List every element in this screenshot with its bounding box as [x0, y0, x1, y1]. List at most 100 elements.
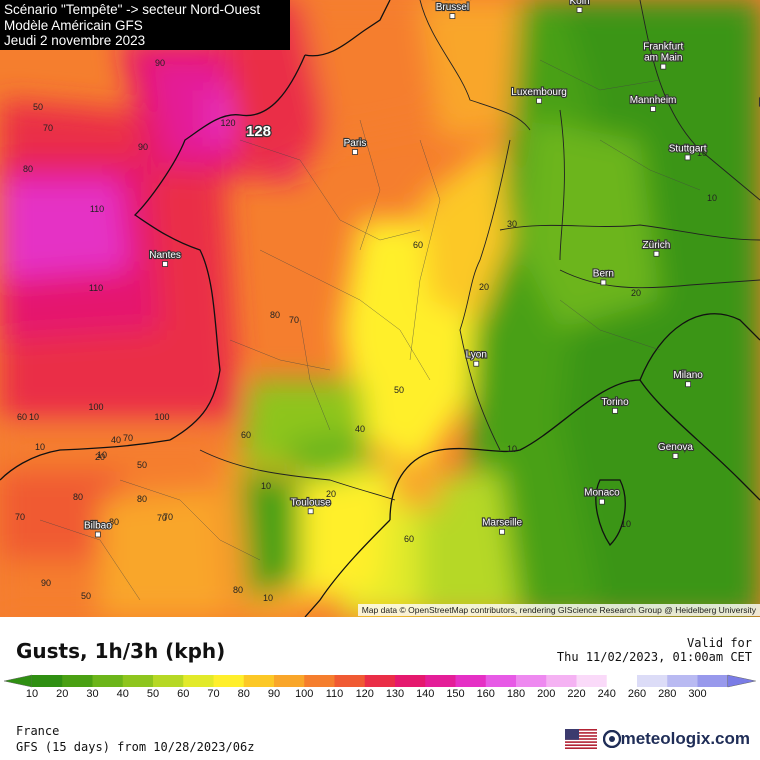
gust-value-label: 70	[123, 433, 133, 443]
gust-value-label: 40	[355, 424, 365, 434]
scale-swatch	[606, 675, 638, 687]
scale-swatch	[697, 675, 729, 687]
gust-value-label: 20	[479, 282, 489, 292]
color-scale: 10 20 30 40 50 60 70 80 90 100 110 120 130 140 150 160 1…	[3, 674, 756, 699]
gust-value-label: 60	[404, 534, 414, 544]
gust-value-label: 80	[109, 517, 119, 527]
map-title-box: Scénario "Tempête" -> secteur Nord-Ouest…	[0, 0, 290, 50]
city-bruxelles: BruxellesBrussel	[431, 0, 474, 19]
city-markers: RotterdamDortmundLeipzigBruxellesBrussel…	[83, 0, 760, 538]
scale-tick-label: 130	[386, 688, 404, 699]
city-bilbao: Bilbao	[83, 519, 113, 538]
brand-logo[interactable]: meteologix.com	[564, 729, 750, 749]
gust-value-label: 10	[263, 593, 273, 603]
city-mannheim: Mannheim	[629, 94, 677, 112]
city-paris: Paris	[343, 137, 367, 155]
scale-swatch	[274, 675, 305, 687]
city-label: BruxellesBrussel	[432, 0, 473, 13]
city-monaco: Monaco	[583, 487, 621, 505]
gust-value-label: 100	[88, 402, 103, 412]
scale-tick-label: 60	[177, 688, 189, 699]
scale-swatch	[637, 675, 668, 687]
scale-swatch	[153, 675, 184, 687]
city-label: Luxembourg	[511, 87, 567, 98]
scale-swatch	[395, 675, 426, 687]
scale-tick-label: 100	[295, 688, 313, 699]
city-milano: Milano	[672, 369, 704, 388]
scale-tick-label: 40	[117, 688, 129, 699]
gust-value-label: 100	[154, 412, 169, 422]
legend-title: Gusts, 1h/3h (kph)	[16, 639, 226, 663]
region-label: France	[16, 724, 60, 738]
borders	[199, 0, 760, 501]
gust-value-label: 70	[43, 123, 53, 133]
gust-value-label: 70	[15, 512, 25, 522]
scale-swatch	[364, 675, 396, 687]
gust-value-label: 50	[81, 591, 91, 601]
gust-value-label: 90	[41, 578, 51, 588]
city-lyon: Lyon	[464, 349, 488, 367]
gust-value-label: 90	[155, 58, 165, 68]
gust-value-label: 60	[413, 240, 423, 250]
city-label: Torino	[601, 397, 629, 408]
scale-swatch	[183, 675, 214, 687]
city-dot-icon	[672, 453, 679, 459]
gust-value-label: 40	[111, 435, 121, 445]
gust-value-label: 10	[697, 148, 707, 158]
city-label: Bern	[593, 268, 614, 279]
legend-panel: Gusts, 1h/3h (kph) Valid for Thu 11/02/2…	[0, 617, 760, 760]
city-genova: Genova	[657, 441, 694, 459]
city-dot-icon	[499, 528, 505, 535]
meteologix-logo-icon	[602, 730, 621, 748]
city-toulouse: Toulouse	[290, 496, 332, 515]
city-bern: Bern	[592, 267, 615, 286]
gust-value-label: 70	[289, 315, 299, 325]
gust-value-label: 70	[163, 512, 173, 522]
city-dot-icon	[352, 149, 358, 155]
city-nantes: Nantes	[148, 249, 182, 267]
city-frankfurt: Frankfurt am Main	[642, 41, 685, 70]
city-dot-icon	[600, 279, 607, 286]
city-luxembourg: Luxembourg	[510, 86, 568, 104]
gust-value-label: 20	[326, 489, 336, 499]
valid-for-label: Valid for	[686, 636, 752, 650]
city-dot-icon	[653, 250, 660, 257]
scale-swatch	[485, 675, 517, 687]
gust-value-label: 120	[220, 118, 235, 128]
city-z-rich: Zürich	[641, 239, 671, 257]
scale-tick-label: 70	[207, 688, 219, 699]
scale-swatch	[92, 675, 124, 687]
gust-value-label: 10	[707, 193, 717, 203]
city-label: Bilbao	[84, 520, 112, 531]
scale-tick-label: 50	[147, 688, 159, 699]
scale-swatch	[455, 675, 487, 687]
gust-value-label: 80	[73, 492, 83, 502]
city-stuttgart: Stuttgart	[668, 142, 708, 161]
gust-value-label: 10	[261, 481, 271, 491]
city-label: Lyon	[466, 350, 487, 361]
us-flag-icon	[564, 729, 597, 749]
city-dot-icon	[660, 63, 667, 70]
model-run-label: GFS (15 days) from 10/28/2023/06z	[16, 740, 255, 754]
scale-swatch	[122, 675, 154, 687]
city-dot-icon	[307, 508, 314, 515]
gust-value-label: 20	[631, 288, 641, 298]
coastline	[0, 0, 760, 617]
scale-tick-label: 10	[26, 688, 38, 699]
city-label: Toulouse	[291, 497, 331, 508]
title-line-3: Jeudi 2 novembre 2023	[4, 33, 146, 48]
city-label: Frankfurt am Main	[643, 42, 683, 64]
scale-tick-label: 110	[326, 688, 344, 699]
gust-value-label: 80	[137, 494, 147, 504]
scale-tick-label: 220	[567, 688, 585, 699]
city-label: Mannheim	[630, 95, 677, 106]
scale-tick-label: 300	[688, 688, 706, 699]
city-dot-icon	[94, 531, 101, 538]
title-line-2: Modèle Américain GFS	[4, 17, 143, 33]
map-attribution[interactable]: Map data © OpenStreetMap contributors, r…	[357, 604, 760, 616]
gust-value-label: 30	[507, 219, 517, 229]
title-line-1: Scénario "Tempête" -> secteur Nord-Ouest	[4, 2, 261, 17]
city-dot-icon	[536, 97, 542, 104]
city-dot-icon	[473, 360, 480, 367]
